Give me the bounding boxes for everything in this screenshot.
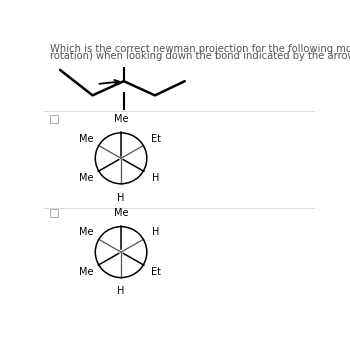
- Text: Me: Me: [79, 227, 94, 237]
- Text: Which is the correct newman projection for the following molecule (as drawn belo: Which is the correct newman projection f…: [50, 44, 350, 54]
- Text: H: H: [117, 193, 125, 203]
- Text: Et: Et: [150, 267, 161, 277]
- Text: Me: Me: [79, 267, 94, 277]
- Text: Me: Me: [79, 173, 94, 183]
- Text: Me: Me: [79, 134, 94, 144]
- Text: H: H: [152, 227, 159, 237]
- Text: H: H: [117, 286, 125, 296]
- Text: Me: Me: [114, 114, 128, 124]
- Text: H: H: [152, 173, 159, 183]
- Text: Et: Et: [150, 134, 161, 144]
- Text: rotation) when looking down the bond indicated by the arrow?: rotation) when looking down the bond ind…: [50, 50, 350, 61]
- Text: Me: Me: [114, 208, 128, 218]
